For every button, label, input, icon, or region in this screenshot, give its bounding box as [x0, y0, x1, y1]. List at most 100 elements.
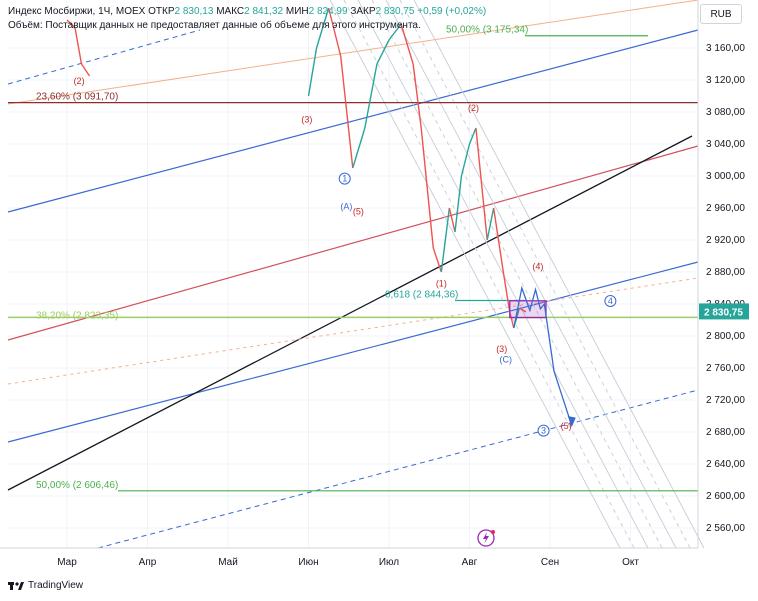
x-tick-label: Июн	[298, 557, 318, 568]
upper-blue-channel	[7, 29, 699, 213]
price-segment	[519, 307, 527, 313]
y-tick-label: 2 680,00	[706, 427, 745, 438]
brand-footer: TradingView	[8, 580, 83, 591]
y-tick-label: 3 160,00	[706, 43, 745, 54]
wave-projection	[509, 285, 576, 428]
price-segment	[74, 27, 83, 65]
wave-label: (C)	[499, 354, 512, 364]
wave-label: (2)	[468, 103, 479, 113]
price-segment	[460, 143, 471, 177]
price-segment	[432, 247, 442, 273]
x-tick-label: Апр	[139, 557, 157, 568]
fan-line	[399, 0, 691, 549]
high-label: МАКС	[216, 6, 245, 17]
price-segment	[502, 271, 511, 313]
x-tick-label: Мар	[57, 557, 77, 568]
flash-event-dot	[491, 530, 495, 534]
wave-label: (4)	[532, 262, 543, 272]
lower-blue-channel	[7, 261, 699, 443]
price-segment	[66, 19, 76, 29]
price-segment	[454, 175, 463, 233]
last-price-tag	[699, 303, 749, 320]
x-tick-label: Сен	[541, 557, 559, 568]
brand-name: TradingView	[28, 580, 84, 591]
y-tick-label: 3 000,00	[706, 171, 745, 182]
price-segment	[80, 63, 91, 77]
fan-line	[413, 0, 705, 549]
orange-trendline	[7, 0, 699, 105]
price-segment	[448, 207, 456, 233]
wave-label: (1)	[436, 278, 447, 288]
fib-level-label: 0,618 (2 844,36)	[385, 290, 458, 301]
price-segment	[376, 39, 390, 65]
price-segment	[440, 207, 451, 273]
price-segment	[509, 311, 515, 329]
x-tick-label: Авг	[462, 557, 478, 568]
projection-arrowhead	[567, 416, 576, 428]
price-segment	[486, 207, 495, 241]
price-segment	[352, 127, 366, 169]
y-tick-label: 3 040,00	[706, 139, 745, 150]
currency-button[interactable]: RUB	[700, 4, 742, 24]
tradingview-logo-icon	[8, 581, 24, 590]
low-label: МИН	[285, 6, 309, 17]
price-axis: 3 160,00 3 120,00 3 080,00 3 040,00 3 000,00…	[697, 0, 749, 548]
high-value: 2 841,32	[244, 6, 284, 17]
fan-line	[329, 0, 621, 549]
fan-line	[343, 0, 635, 549]
fib-level-label: 38,20% (2 823,35)	[36, 310, 118, 321]
x-tick-label: Июл	[379, 557, 399, 568]
fib-levels: 23,60% (3 091,70) 38,20% (2 823,35) 50,00%…	[8, 25, 698, 492]
symbol-title: Индекс Мосбиржи, 1Ч, MOEX	[8, 6, 146, 17]
y-tick-label: 2 720,00	[706, 395, 745, 406]
flash-event-bolt	[483, 532, 489, 544]
price-segment	[400, 23, 414, 65]
price-segment	[327, 7, 342, 57]
wave-label: (3)	[301, 114, 312, 124]
wave-label: (A)	[340, 202, 352, 212]
price-segment	[480, 183, 488, 241]
y-tick-label: 2 960,00	[706, 203, 745, 214]
price-segment	[475, 127, 483, 185]
y-tick-label: 2 800,00	[706, 331, 745, 342]
y-tick-label: 2 560,00	[706, 523, 745, 534]
wave-circle-marker	[537, 424, 550, 437]
wave-label: (5)	[353, 206, 364, 216]
price-segment	[420, 127, 434, 249]
price-segment	[364, 63, 378, 129]
price-segment	[340, 55, 354, 169]
x-tick-label: Окт	[622, 557, 639, 568]
trend-channels	[7, 0, 705, 549]
x-tick-label: Май	[218, 557, 238, 568]
time-axis: Мар Апр Май Июн Июл Авг Сен Окт	[0, 547, 698, 568]
price-series	[66, 7, 527, 329]
wave-circle-marker	[338, 172, 351, 185]
orange-dashed-trendline	[7, 277, 699, 385]
y-tick-label: 2 640,00	[706, 459, 745, 470]
fib-level-label: 23,60% (3 091,70)	[36, 92, 118, 103]
price-segment	[492, 207, 500, 241]
lower-dashed-channel	[97, 389, 699, 549]
grid-lines	[8, 0, 698, 548]
y-tick-label: 2 600,00	[706, 491, 745, 502]
fib-level-label: 50,00% (3 175,34)	[446, 25, 528, 36]
price-segment	[412, 63, 422, 129]
wave-label: (2)	[74, 76, 85, 86]
volume-note: Объём: Поставщик данных не предоставляет…	[8, 20, 421, 31]
close-value: 2 830,75	[375, 6, 415, 17]
wave-label: 1	[342, 174, 347, 184]
flash-event-icon	[477, 529, 495, 547]
change-value: +0,59 (+0,02%)	[417, 6, 487, 17]
low-value: 2 824,99	[308, 6, 348, 17]
y-tick-label: 2 880,00	[706, 267, 745, 278]
y-tick-label: 3 080,00	[706, 107, 745, 118]
black-trendline	[7, 135, 693, 491]
red-channel	[7, 145, 699, 341]
close-label: ЗАКР	[350, 6, 376, 17]
price-segment	[468, 127, 477, 145]
open-label: ОТКР	[148, 6, 175, 17]
price-segment	[388, 23, 402, 41]
price-segment	[497, 239, 505, 273]
